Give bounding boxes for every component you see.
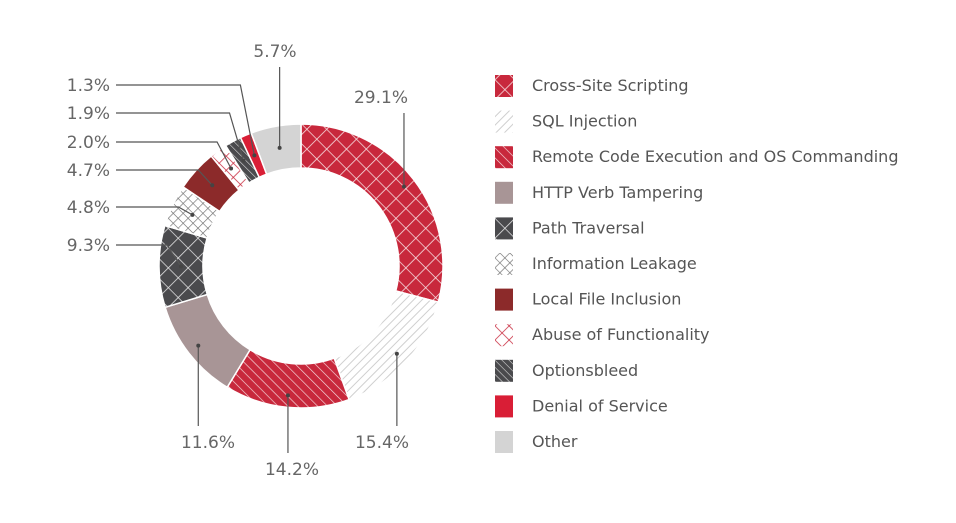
legend-label-local-file-inclusion: Local File Inclusion bbox=[532, 290, 681, 309]
leader-dot-denial-of-service bbox=[252, 153, 257, 158]
slice-path-traversal bbox=[158, 224, 209, 309]
legend-swatch-cross-site-scripting bbox=[495, 75, 513, 97]
chart-legend: Cross-Site Scripting SQL Injection Remote … bbox=[495, 75, 898, 453]
leader-dot-sql-injection bbox=[394, 351, 399, 356]
leader-lines bbox=[116, 67, 406, 453]
leader-dot-local-file-inclusion bbox=[210, 183, 215, 188]
legend-label-sql-injection: SQL Injection bbox=[532, 112, 637, 131]
legend-label-http-verb-tampering: HTTP Verb Tampering bbox=[532, 183, 703, 202]
legend-swatch-abuse-of-functionality bbox=[495, 324, 513, 347]
leader-line-information-leakage bbox=[116, 206, 193, 216]
leader-dot-information-leakage bbox=[190, 212, 195, 217]
leader-line-path-traversal bbox=[116, 244, 182, 267]
legend-swatch-denial-of-service bbox=[495, 395, 513, 418]
value-label-remote-code-execution-and-os-commanding: 14.2% bbox=[265, 460, 319, 480]
legend-swatch-optionsbleed bbox=[495, 359, 513, 382]
leader-dot-other bbox=[277, 145, 282, 150]
value-label-abuse-of-functionality: 2.0% bbox=[67, 133, 110, 153]
legend-label-denial-of-service: Denial of Service bbox=[532, 396, 668, 415]
value-label-cross-site-scripting: 29.1% bbox=[354, 88, 408, 108]
slice-cross-site-scripting bbox=[300, 123, 444, 304]
legend-swatch-path-traversal bbox=[495, 217, 513, 240]
leader-dot-http-verb-tampering bbox=[196, 343, 201, 348]
leader-line-optionsbleed bbox=[116, 112, 245, 161]
legend-label-abuse-of-functionality: Abuse of Functionality bbox=[532, 325, 710, 344]
legend-label-other: Other bbox=[532, 432, 578, 451]
slice-sql-injection bbox=[333, 290, 440, 401]
donut-slices bbox=[158, 123, 444, 409]
value-label-path-traversal: 9.3% bbox=[67, 236, 110, 256]
legend-label-cross-site-scripting: Cross-Site Scripting bbox=[532, 76, 689, 95]
value-label-denial-of-service: 1.3% bbox=[67, 76, 110, 96]
leader-line-abuse-of-functionality bbox=[116, 141, 232, 169]
legend-swatch-sql-injection bbox=[495, 110, 513, 133]
leader-dot-remote-code-execution-and-os-commanding bbox=[285, 393, 290, 398]
value-label-optionsbleed: 1.9% bbox=[67, 104, 110, 124]
slice-other bbox=[250, 123, 302, 176]
legend-swatch-local-file-inclusion bbox=[495, 288, 513, 311]
legend-swatch-other bbox=[495, 431, 513, 453]
legend-label-remote-code-execution-and-os-commanding: Remote Code Execution and OS Commanding bbox=[532, 147, 898, 166]
leader-line-local-file-inclusion bbox=[116, 169, 213, 186]
value-label-information-leakage: 4.8% bbox=[67, 198, 110, 218]
leader-line-denial-of-service bbox=[116, 84, 255, 156]
legend-label-path-traversal: Path Traversal bbox=[532, 218, 645, 237]
legend-label-information-leakage: Information Leakage bbox=[532, 254, 697, 273]
leader-dot-path-traversal bbox=[179, 264, 184, 269]
value-label-http-verb-tampering: 11.6% bbox=[181, 433, 235, 453]
leader-dot-abuse-of-functionality bbox=[229, 166, 234, 171]
slice-value-labels: 29.1% 15.4% 14.2% 11.6% 9.3% 4.8% 4.7% 2.0% 1.9%… bbox=[67, 42, 409, 480]
value-label-other: 5.7% bbox=[253, 42, 296, 62]
leader-dot-cross-site-scripting bbox=[401, 184, 406, 189]
legend-swatch-remote-code-execution-and-os-commanding bbox=[495, 146, 513, 169]
leader-dot-optionsbleed bbox=[241, 158, 246, 163]
legend-swatch-http-verb-tampering bbox=[495, 181, 513, 204]
legend-swatch-information-leakage bbox=[495, 253, 513, 275]
legend-label-optionsbleed: Optionsbleed bbox=[532, 361, 638, 380]
value-label-sql-injection: 15.4% bbox=[355, 433, 409, 453]
value-label-local-file-inclusion: 4.7% bbox=[67, 161, 110, 181]
